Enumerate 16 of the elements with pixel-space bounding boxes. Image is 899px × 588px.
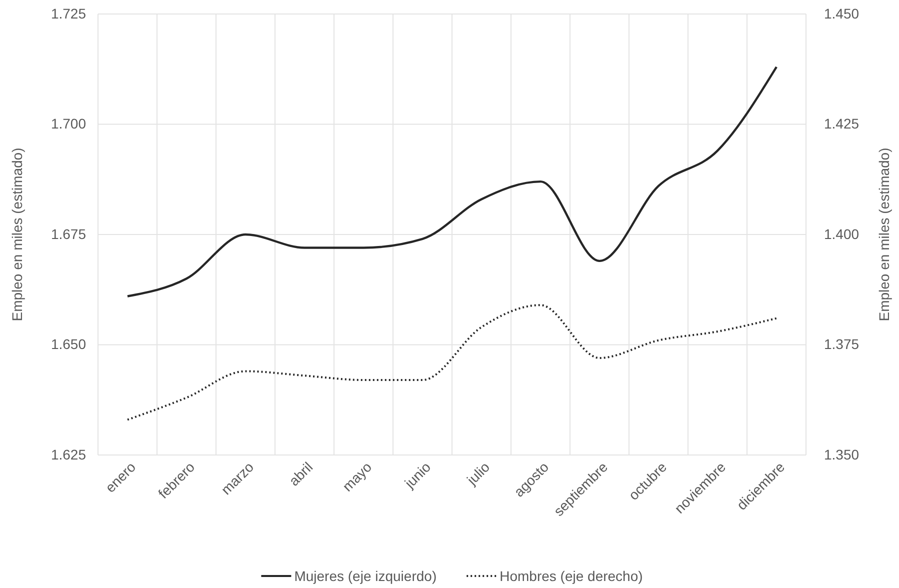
line-series [126,66,778,298]
y-axis-title: Empleo en miles (estimado) [9,148,25,322]
legend-label: Mujeres (eje izquierdo) [294,568,437,584]
y2-tick-label: 1.375 [824,336,860,352]
y-tick-label: 1.650 [50,336,86,352]
y2-tick-label: 1.350 [824,446,860,462]
y2-tick-label: 1.450 [824,5,860,22]
y2-tick-label: 1.400 [824,226,860,242]
y2-tick-label: 1.425 [824,116,860,132]
y-tick-label: 1.725 [50,5,86,22]
y-tick-label: 1.625 [50,446,86,462]
line-series [126,304,778,421]
y-tick-label: 1.675 [50,226,86,242]
y-tick-label: 1.700 [50,116,86,132]
y2-axis-title: Empleo en miles (estimado) [876,148,892,322]
legend-label: Hombres (eje derecho) [500,568,643,584]
